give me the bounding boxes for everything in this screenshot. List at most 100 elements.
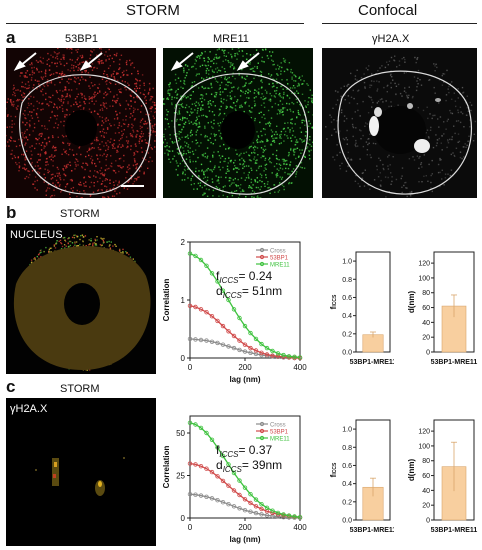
panel-a-label-gh2ax: γH2A.X [372,33,410,45]
data-point [193,462,198,467]
panel-b-letter: b [6,203,17,222]
y-tick-label: 0.6 [342,295,352,302]
y-tick-label: 0 [181,514,186,523]
data-point [198,257,204,263]
data-point [270,353,275,358]
data-point [231,333,237,339]
x-tick-label: 0 [188,363,193,372]
data-point [242,342,248,347]
data-point [231,504,237,509]
data-point [215,318,220,324]
x-axis-label: lag (nm) [229,535,260,544]
data-point [231,307,237,312]
y-tick-label: 120 [418,429,430,436]
data-point [220,478,226,484]
ficcs-annotation: fICCS= 0.24 [216,269,272,285]
data-point [231,345,237,351]
legend-label: Cross [270,249,286,255]
data-point [204,494,209,499]
data-point [226,483,231,488]
data-point [226,501,231,507]
data-point [275,354,281,359]
y-axis-label: Correlation [162,279,171,322]
panel-b-image-label: NUCLEUS [10,229,63,241]
y-tick-label: 0.0 [342,350,352,357]
y-axis-label: d(nm) [408,459,416,482]
distance-chart-b: 0 20 40 60 80 100 120 d(nm) 53BP1-MRE11 [408,251,477,366]
storm-header: STORM [126,2,180,19]
x-tick-label: 400 [293,523,307,532]
legend-label: 53BP1 [270,256,289,262]
data-point [215,445,220,450]
data-point [198,493,204,498]
legend-label: 53BP1 [270,430,289,436]
correlation-chart-b: 0 200 400 0 1 2 lag (nm) Correlation Cross53BP1M… [162,238,307,384]
data-point [231,488,237,493]
y-tick-label: 80 [422,458,430,465]
data-point [292,354,297,359]
data-point [187,420,193,425]
data-point [187,251,193,256]
data-point [292,514,297,519]
image-53bp1-storm [6,48,156,198]
y-axis-label: d(nm) [408,291,416,314]
data-point [209,313,215,319]
y-tick-label: 60 [422,305,430,312]
data-point [264,505,270,510]
data-point [193,304,198,310]
legend-marker [259,428,265,434]
data-point [264,345,270,351]
data-point [193,492,198,497]
data-point [187,336,193,342]
data-point [259,350,264,355]
data-point [286,354,292,359]
data-point [248,509,253,514]
panel-c-letter: c [6,377,16,396]
data-point [204,430,209,436]
data-point [242,497,248,502]
y-tick-label: 0.0 [342,518,352,525]
data-point [237,338,242,343]
image-mre11-storm [163,48,313,198]
data-point [237,506,242,511]
data-point [204,309,209,315]
data-point [259,506,264,512]
speckle-layer [163,48,313,198]
legend-marker [259,247,265,253]
y-tick-label: 0.8 [342,277,352,284]
speckle-layer [6,48,156,198]
y-tick-label: 0.2 [342,331,352,338]
x-tick-label: 200 [238,523,252,532]
y-tick-label: 100 [418,443,430,450]
data-point [209,271,215,276]
data-point [193,253,198,259]
y-tick-label: 0 [426,350,430,357]
data-point [237,478,242,483]
y-tick-label: 25 [176,472,185,481]
data-point [264,352,270,357]
y-tick-label: 20 [422,335,430,342]
data-point [281,512,286,517]
y-tick-label: 0.4 [342,481,352,488]
panel-a-label-53bp1: 53BP1 [65,33,99,45]
data-point [220,453,226,459]
data-point [253,510,259,516]
data-point [209,339,215,344]
y-tick-label: 50 [176,429,185,438]
legend-marker [259,261,265,267]
panel-b-subtitle: STORM [60,208,100,220]
image-gh2ax-storm [6,398,156,546]
x-axis-label: lag (nm) [229,375,260,384]
ficcs-chart-b: 0.0 0.2 0.4 0.6 0.8 1.0 fICCS 53BP1-MRE11 [330,251,394,366]
data-point [259,501,264,507]
y-tick-label: 120 [418,261,430,268]
data-point [198,425,204,431]
y-tick-label: 1 [181,296,186,305]
image-nucleus-merged [6,224,156,374]
data-point [242,485,248,490]
y-tick-label: 80 [422,290,430,297]
legend-label: MRE11 [270,263,290,269]
data-point [275,510,281,516]
storm-header-rule [6,23,304,24]
y-tick-label: 0 [426,518,430,525]
